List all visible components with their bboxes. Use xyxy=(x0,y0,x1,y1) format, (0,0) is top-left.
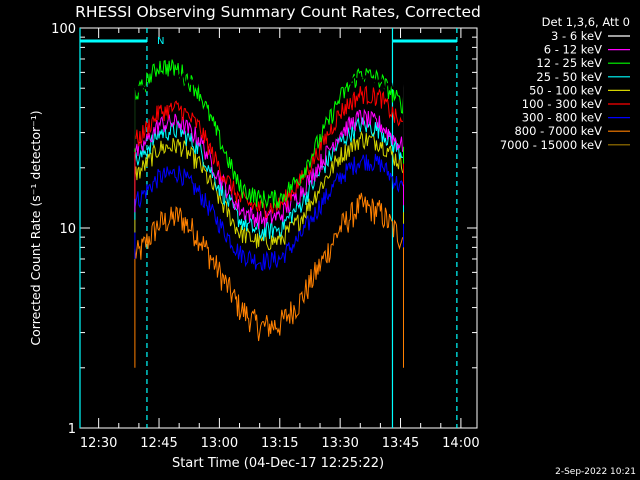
legend-entry-label: 6 - 12 keV xyxy=(544,43,602,57)
series-12-25-kev xyxy=(134,59,404,209)
series-line xyxy=(134,71,404,149)
series-100-300-kev xyxy=(134,85,404,219)
series-800-7000-kev xyxy=(134,192,404,368)
legend-entry-label: 100 - 300 keV xyxy=(522,97,602,111)
series-line xyxy=(134,130,404,251)
legend-entry-label: 3 - 6 keV xyxy=(551,29,602,43)
legend-entry-label: 12 - 25 keV xyxy=(536,56,602,70)
legend-entry-label: 50 - 100 keV xyxy=(529,83,602,97)
y-axis-label: Corrected Count Rate (s⁻¹ detector⁻¹) xyxy=(28,110,43,345)
legend-title: Det 1,3,6, Att 0 xyxy=(542,15,630,29)
legend-entry-label: 300 - 800 keV xyxy=(522,111,602,125)
footer-timestamp: 2-Sep-2022 10:21 xyxy=(555,467,636,477)
night-marker-label: N xyxy=(157,36,164,47)
x-tick-label: 14:00 xyxy=(442,436,479,451)
x-tick-label: 13:30 xyxy=(321,436,358,451)
chart-title: RHESSI Observing Summary Count Rates, Co… xyxy=(75,3,481,21)
legend-entry-label: 800 - 7000 keV xyxy=(514,124,602,138)
series-6-12-kev xyxy=(134,108,404,230)
legend-entry-label: 7000 - 15000 keV xyxy=(500,138,602,152)
legend-entry-label: 25 - 50 keV xyxy=(536,70,602,84)
y-tick-label: 100 xyxy=(51,22,76,37)
series-line xyxy=(134,70,405,95)
series-line xyxy=(134,85,404,219)
series-50-100-kev xyxy=(134,130,404,251)
y-tick-label: 10 xyxy=(59,222,76,237)
series-line xyxy=(134,59,404,209)
x-tick-label: 13:15 xyxy=(261,436,298,451)
series-300-800-kev xyxy=(134,153,404,272)
x-tick-label: 12:30 xyxy=(80,436,117,451)
x-axis-label: Start Time (04-Dec-17 12:25:22) xyxy=(172,456,384,471)
plot-area: 1 10 100 12:30 12:45 13:00 13:15 13:30 13:45 14:0… xyxy=(51,22,630,451)
y-tick-label: 1 xyxy=(68,422,76,437)
x-tick-label: 12:45 xyxy=(140,436,177,451)
series-line xyxy=(134,108,404,230)
x-tick-label: 13:45 xyxy=(382,436,419,451)
series-3-6-kev xyxy=(134,70,405,149)
x-tick-label: 13:00 xyxy=(201,436,238,451)
series-line xyxy=(134,116,404,241)
series-25-50-kev xyxy=(134,116,404,241)
series-line xyxy=(134,153,404,272)
series-line xyxy=(134,192,404,368)
